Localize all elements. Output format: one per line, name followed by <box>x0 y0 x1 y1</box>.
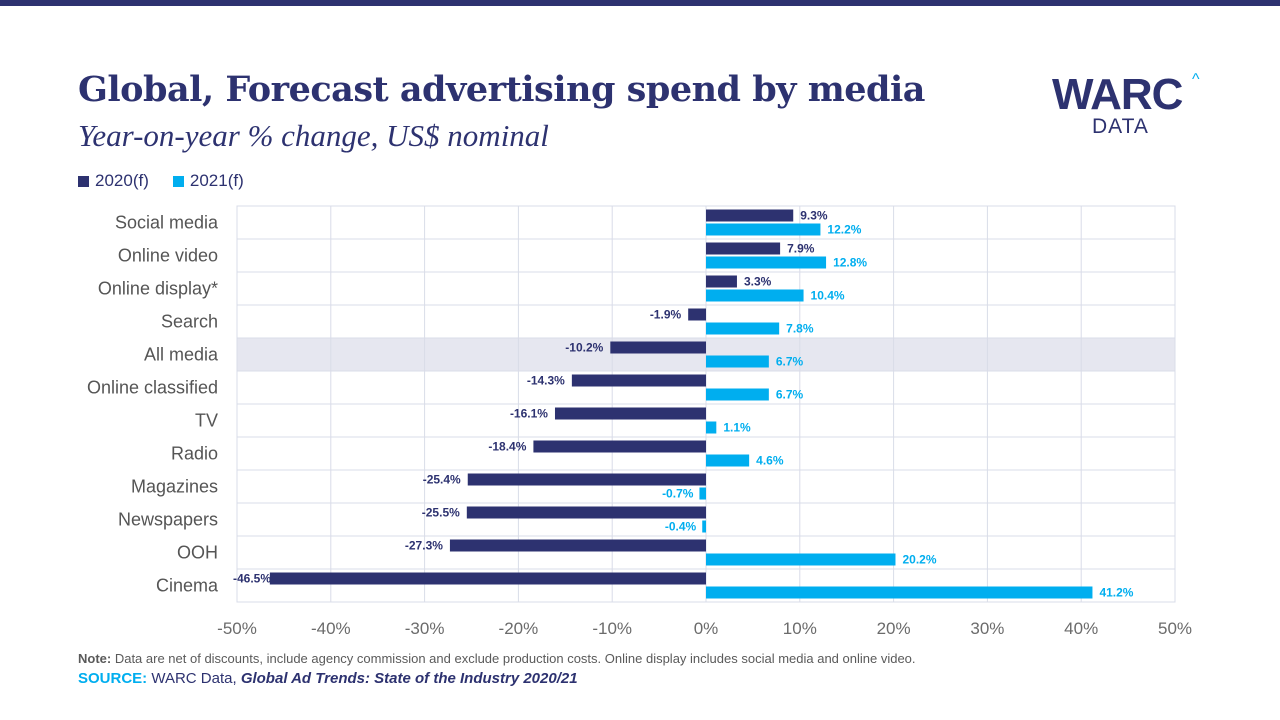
bar-2021f <box>702 520 706 533</box>
category-label: Online video <box>118 246 218 266</box>
bar-2020f <box>466 506 706 519</box>
bar-2021f <box>706 322 780 335</box>
data-label: 10.4% <box>811 289 845 303</box>
legend-label-2020: 2020(f) <box>95 171 149 190</box>
bar-2020f <box>269 572 706 585</box>
x-tick-label: -10% <box>592 619 632 638</box>
data-label: -27.3% <box>405 539 443 553</box>
data-label: -46.5% <box>233 572 271 586</box>
data-label: 12.8% <box>833 256 867 270</box>
data-label: 1.1% <box>723 421 751 435</box>
bar-2021f <box>699 487 706 500</box>
source-title: Global Ad Trends: State of the Industry … <box>240 670 578 687</box>
x-tick-label: 30% <box>970 619 1004 638</box>
caret-icon: ^ <box>1192 71 1200 88</box>
bar-2021f <box>706 223 821 236</box>
legend: 2020(f) 2021(f) <box>78 170 244 192</box>
data-label: -1.9% <box>650 308 682 322</box>
source-text: WARC Data, <box>147 670 241 687</box>
data-label: -0.7% <box>662 487 694 501</box>
bar-2020f <box>554 407 706 420</box>
bar-2020f <box>706 275 737 288</box>
bar-2020f <box>533 440 706 453</box>
logo-subtext: DATA <box>1092 115 1149 138</box>
data-label: 12.2% <box>827 223 861 237</box>
legend-item-2021: 2021(f) <box>172 171 244 191</box>
warc-data-logo: WARC ^ DATA <box>1050 70 1210 140</box>
chart-title: Global, Forecast advertising spend by me… <box>78 69 925 110</box>
plot-frame <box>236 205 1176 603</box>
category-label: Cinema <box>156 576 219 596</box>
x-tick-label: -40% <box>311 619 351 638</box>
bar-2020f <box>610 341 706 354</box>
footnote-text: Data are net of discounts, include agenc… <box>111 651 916 666</box>
source-label: SOURCE: <box>78 670 148 687</box>
x-tick-label: 40% <box>1064 619 1098 638</box>
legend-swatch-2020 <box>78 175 89 187</box>
bar-2021f <box>706 256 827 269</box>
x-tick-label: -20% <box>499 619 539 638</box>
data-label: 6.7% <box>776 355 804 369</box>
logo-wordmark: WARC <box>1052 70 1183 119</box>
data-label: 4.6% <box>756 454 784 468</box>
category-label: Magazines <box>131 477 218 497</box>
category-label: Online classified <box>87 378 218 398</box>
category-label: Newspapers <box>118 510 218 530</box>
data-label: -18.4% <box>488 440 526 454</box>
data-label: 20.2% <box>902 553 936 567</box>
bar-2020f <box>571 374 706 387</box>
source-line: SOURCE: WARC Data, Global Ad Trends: Sta… <box>78 670 578 687</box>
x-tick-label: 20% <box>877 619 911 638</box>
data-label: 6.7% <box>776 388 804 402</box>
bar-2020f <box>706 242 781 255</box>
data-label: 7.9% <box>787 242 815 256</box>
category-label: Social media <box>115 213 219 233</box>
category-label: Online display* <box>98 279 218 299</box>
top-accent-bar <box>0 0 1280 6</box>
legend-item-2020: 2020(f) <box>78 171 149 191</box>
bar-2021f <box>706 586 1093 599</box>
data-label: -25.5% <box>422 506 460 520</box>
bar-2021f <box>706 289 804 302</box>
legend-swatch-2021 <box>172 175 184 187</box>
bar-2021f <box>706 355 769 368</box>
data-label: -10.2% <box>565 341 603 355</box>
bar-2020f <box>449 539 706 552</box>
legend-label-2021: 2021(f) <box>189 171 244 190</box>
data-label: -25.4% <box>423 473 461 487</box>
data-label: -0.4% <box>665 520 697 534</box>
chart-subtitle: Year-on-year % change, US$ nominal <box>78 118 549 153</box>
data-label: -16.1% <box>510 407 548 421</box>
category-label: TV <box>195 411 218 431</box>
bar-2021f <box>706 553 896 566</box>
x-tick-label: -50% <box>217 619 257 638</box>
data-label: 3.3% <box>744 275 772 289</box>
category-label: OOH <box>177 543 218 563</box>
data-label: -14.3% <box>527 374 565 388</box>
bar-2020f <box>688 308 706 321</box>
category-label: Search <box>161 312 218 332</box>
footnote: Note: Data are net of discounts, include… <box>78 651 916 666</box>
bar-2021f <box>706 454 750 467</box>
bar-2021f <box>706 388 769 401</box>
x-tick-label: -30% <box>405 619 445 638</box>
bar-2020f <box>467 473 706 486</box>
data-label: 9.3% <box>800 209 828 223</box>
bar-2021f <box>706 421 717 434</box>
footnote-label: Note: <box>78 651 112 666</box>
data-label: 7.8% <box>786 322 814 336</box>
category-label: Radio <box>171 444 218 464</box>
x-tick-label: 50% <box>1158 619 1192 638</box>
bar-2020f <box>706 209 794 222</box>
x-tick-label: 10% <box>783 619 817 638</box>
category-label: All media <box>144 345 219 365</box>
x-tick-label: 0% <box>694 619 719 638</box>
data-label: 41.2% <box>1099 586 1133 600</box>
